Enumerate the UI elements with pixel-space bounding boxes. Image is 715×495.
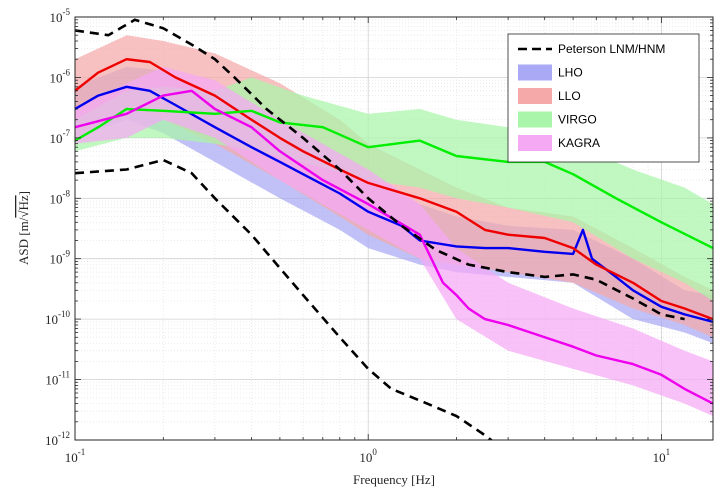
legend-label-peterson-lnm-hnm: Peterson LNM/HNM bbox=[558, 42, 665, 56]
legend-swatch-lho bbox=[518, 64, 552, 81]
kagra-line bbox=[75, 89, 713, 405]
y-tick-label: 10-11 bbox=[45, 370, 70, 388]
legend: Peterson LNM/HNM LHO LLO VIRGO KAGRA bbox=[507, 33, 700, 163]
legend-swatch-llo bbox=[518, 88, 552, 104]
legend-label-virgo: VIRGO bbox=[558, 113, 597, 127]
y-axis-label-root: √Hz bbox=[16, 195, 31, 218]
peterson-lines bbox=[75, 18, 685, 440]
y-axis-label: ASD [m/√Hz] bbox=[16, 191, 31, 265]
y-tick-label: 10-9 bbox=[50, 249, 71, 267]
legend-label-llo: LLO bbox=[558, 89, 581, 103]
legend-label-kagra: KAGRA bbox=[558, 136, 600, 150]
y-tick-label: 10-12 bbox=[45, 430, 70, 448]
tick-labels: 10-1 100 101 10-12 10-11 10-10 10-9 10-8 10-7 10-… bbox=[45, 7, 670, 465]
x-tick-label: 101 bbox=[653, 447, 671, 465]
x-tick-label: 100 bbox=[359, 447, 377, 465]
svg-text:ASD [m/√Hz]: ASD [m/√Hz] bbox=[16, 191, 31, 265]
series-lines bbox=[75, 58, 713, 405]
y-tick-label: 10-6 bbox=[50, 67, 71, 85]
peterson-lnm-line bbox=[75, 158, 494, 440]
kagra-band bbox=[75, 66, 713, 417]
virgo-line bbox=[75, 107, 713, 250]
y-tick-label: 10-8 bbox=[50, 188, 71, 206]
legend-swatch-kagra bbox=[518, 135, 552, 151]
x-tick-label: 10-1 bbox=[65, 447, 86, 465]
legend-swatch-virgo bbox=[518, 111, 552, 128]
y-axis-label-prefix: ASD [m/ bbox=[16, 217, 31, 265]
legend-label-lho: LHO bbox=[558, 66, 583, 80]
peterson-hnm-line bbox=[75, 18, 685, 321]
axis-ticks bbox=[74, 17, 713, 441]
x-axis-label: Frequency [Hz] bbox=[353, 472, 435, 487]
lho-line bbox=[75, 85, 713, 324]
y-tick-label: 10-7 bbox=[50, 128, 71, 146]
plot-frame bbox=[74, 16, 714, 441]
series-bands bbox=[75, 35, 713, 417]
y-axis-label-suffix: ] bbox=[16, 191, 31, 195]
y-tick-label: 10-10 bbox=[45, 309, 70, 327]
llo-line bbox=[75, 58, 713, 321]
y-tick-label: 10-5 bbox=[50, 7, 71, 25]
